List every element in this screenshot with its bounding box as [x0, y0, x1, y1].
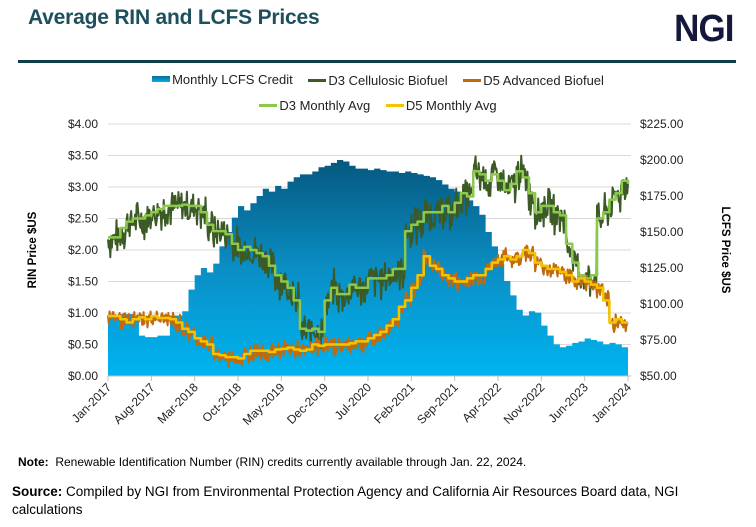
x-tick-label: Feb-2021	[371, 380, 417, 426]
legend-item-d3-avg: D3 Monthly Avg	[259, 98, 370, 113]
source: Source: Compiled by NGI from Environment…	[12, 483, 742, 519]
x-tick-label: Dec-2019	[284, 380, 331, 427]
legend-item-lcfs: Monthly LCFS Credit	[152, 72, 293, 87]
y-tick-label: $2.00	[68, 243, 98, 257]
x-tick-label: May-2019	[240, 380, 288, 428]
y-axis-title: RIN Price $US	[27, 211, 39, 288]
x-tick-label: Jun-2023	[546, 380, 592, 426]
note-label: Note:	[18, 455, 49, 469]
y2-tick-label: $175.00	[640, 189, 684, 203]
ngi-logo: NGI	[674, 8, 735, 50]
legend-item-d5: D5 Advanced Biofuel	[463, 73, 604, 88]
legend-label: Monthly LCFS Credit	[172, 71, 293, 87]
y2-tick-label: $200.00	[640, 153, 684, 167]
legend-label: D5 Monthly Avg	[405, 98, 497, 113]
lcfs-area	[108, 160, 628, 376]
y2-tick-label: $75.00	[640, 333, 677, 347]
y2-tick-label: $125.00	[640, 261, 684, 275]
x-tick-label: Apr-2022	[459, 380, 504, 425]
y2-tick-label: $225.00	[640, 117, 684, 131]
y-tick-label: $1.00	[68, 306, 98, 320]
y-tick-label: $3.00	[68, 180, 98, 194]
source-text: Compiled by NGI from Environmental Prote…	[12, 484, 679, 517]
x-tick-label: Sep-2021	[414, 380, 461, 427]
legend-item-d3: D3 Cellulosic Biofuel	[308, 73, 448, 88]
legend-row-2: D3 Monthly Avg D5 Monthly Avg	[0, 95, 756, 113]
note-text: Renewable Identification Number (RIN) cr…	[55, 455, 527, 469]
legend-swatch-d3	[308, 79, 327, 82]
legend-label: D3 Cellulosic Biofuel	[328, 73, 448, 88]
legend-row-1: Monthly LCFS Credit D3 Cellulosic Biofue…	[0, 70, 756, 88]
legend-swatch-lcfs	[152, 76, 171, 82]
title-divider	[18, 60, 736, 63]
x-tick-label: Jul-2020	[332, 380, 375, 423]
y-tick-label: $4.00	[68, 117, 98, 131]
x-tick-label: Jan-2017	[69, 380, 115, 426]
legend-label: D5 Advanced Biofuel	[483, 73, 604, 88]
x-tick-label: Aug-2017	[111, 380, 158, 427]
y-tick-label: $0.50	[68, 338, 98, 352]
x-tick-label: Jan-2024	[589, 380, 635, 426]
d3-monthly-avg-line	[108, 170, 630, 334]
source-label: Source:	[12, 484, 63, 499]
legend-swatch-d5-avg	[385, 104, 404, 107]
x-tick-label: Oct-2018	[199, 380, 244, 425]
y-tick-label: $0.00	[68, 369, 98, 383]
d5-monthly-avg-line	[108, 248, 628, 360]
note: Note: Renewable Identification Number (R…	[18, 455, 526, 469]
y2-axis-title: LCFS Price $US	[719, 207, 731, 294]
legend-label: D3 Monthly Avg	[279, 98, 371, 113]
legend-swatch-d3-avg	[259, 104, 278, 107]
y2-tick-label: $150.00	[640, 225, 684, 239]
y-tick-label: $1.50	[68, 275, 98, 289]
legend-item-d5-avg: D5 Monthly Avg	[385, 98, 497, 113]
y-tick-label: $3.50	[68, 149, 98, 163]
chart-title: Average RIN and LCFS Prices	[28, 6, 320, 29]
y2-tick-label: $100.00	[640, 297, 684, 311]
y2-tick-label: $50.00	[640, 369, 677, 383]
x-tick-label: Nov-2022	[501, 380, 548, 427]
legend-swatch-d5	[463, 79, 482, 82]
y-tick-label: $2.50	[68, 212, 98, 226]
x-tick-label: Mar-2018	[155, 380, 201, 426]
